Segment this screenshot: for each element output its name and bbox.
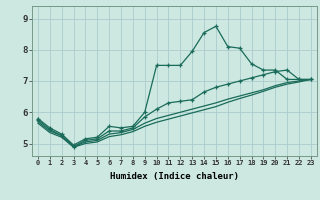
X-axis label: Humidex (Indice chaleur): Humidex (Indice chaleur) <box>110 172 239 181</box>
